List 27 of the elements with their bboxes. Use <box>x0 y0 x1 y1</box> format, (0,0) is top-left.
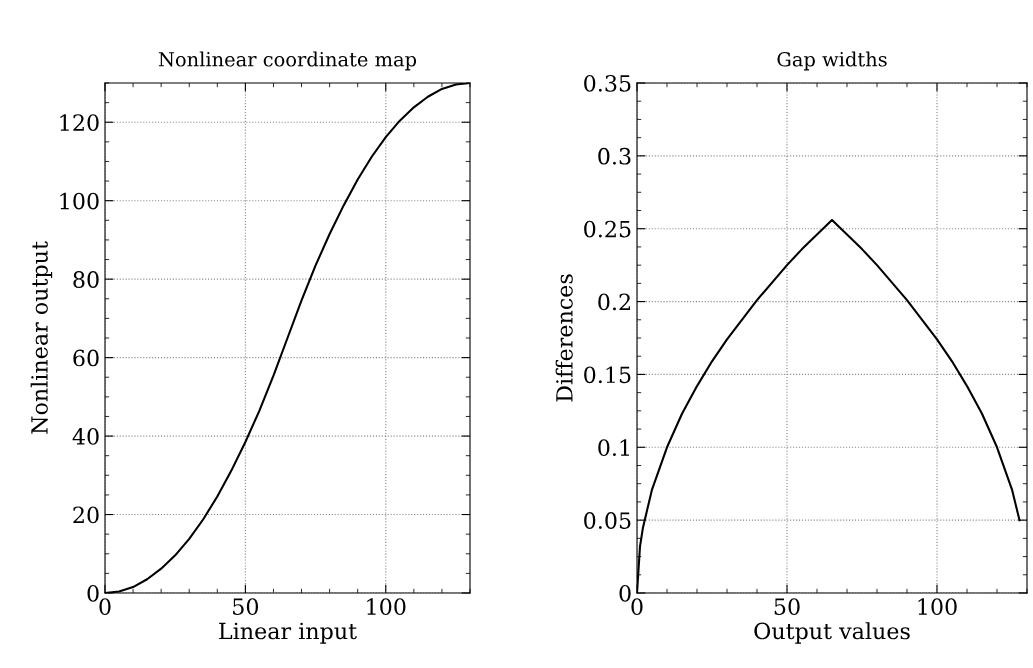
x-tick-label: 100 <box>367 598 406 616</box>
y-tick-label: 100 <box>60 192 99 210</box>
x-tick-label: 50 <box>774 598 800 616</box>
y-tick-label: 80 <box>73 271 99 288</box>
y-tick-label: 0.35 <box>584 74 631 92</box>
y-tick-label: 0 <box>87 584 99 602</box>
x-axis-title: Linear input <box>219 622 357 644</box>
x-tick-label: 50 <box>233 598 259 616</box>
x-axis-title: Output values <box>754 622 910 644</box>
chart-title: Nonlinear coordinate map <box>158 51 417 71</box>
y-tick-label: 120 <box>60 114 99 131</box>
y-tick-label: 40 <box>72 428 99 445</box>
y-tick-label: 0.3 <box>598 147 631 165</box>
x-tick-label: 0 <box>631 598 643 616</box>
y-tick-label: 0.15 <box>584 366 631 384</box>
x-tick-label: 0 <box>99 598 111 616</box>
y-tick-label: 20 <box>73 506 99 524</box>
y-tick-label: 0.2 <box>598 293 630 311</box>
y-tick-label: 0.05 <box>584 512 631 529</box>
y-tick-label: 0 <box>619 584 631 602</box>
x-tick-label: 100 <box>918 598 957 616</box>
chart-title: Gap widths <box>777 51 887 71</box>
y-axis-title: Differences <box>555 274 573 402</box>
y-axis-title: Nonlinear output <box>30 241 53 434</box>
y-tick-label: 0.1 <box>598 439 629 457</box>
y-tick-label: 60 <box>73 349 99 367</box>
y-tick-label: 0.25 <box>584 220 631 238</box>
